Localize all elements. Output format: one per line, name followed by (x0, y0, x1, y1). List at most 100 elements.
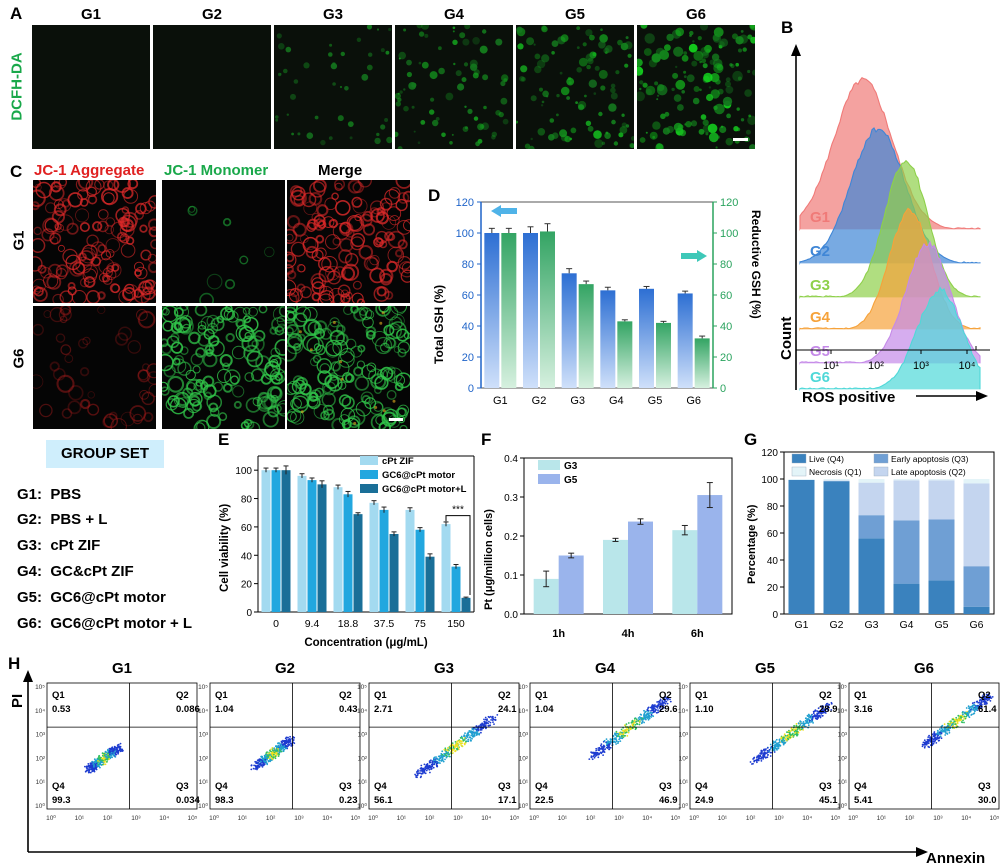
c-cell-ring (306, 395, 319, 408)
a-cell-dot (459, 32, 466, 39)
a-cell-dot (464, 126, 468, 130)
h-xtick-label: 10³ (453, 815, 463, 822)
h-event-dot (483, 718, 485, 721)
c-cell-ring (313, 320, 328, 334)
c-cell-ring (370, 373, 387, 390)
c-cell-ring (357, 344, 366, 353)
a-cell-dot (664, 44, 671, 51)
h-event-dot (425, 767, 427, 770)
a-cell-dot (559, 71, 563, 75)
c-cell-ring (287, 228, 298, 245)
h-event-dot (94, 761, 96, 764)
a-cell-dot (291, 132, 294, 136)
d-bar-g6-left (677, 293, 693, 388)
h-event-dot (100, 760, 103, 763)
a-cell-dot (339, 85, 343, 89)
h-event-dot (932, 738, 935, 741)
h-event-dot (447, 753, 450, 756)
c-overlap-dot (374, 406, 378, 409)
h-event-dot (826, 702, 829, 705)
c-cell-ring (243, 418, 252, 428)
h-event-dot (791, 733, 794, 736)
c-cell-ring (396, 220, 410, 235)
h-event-dot (814, 715, 817, 717)
c-cell-ring (220, 306, 234, 321)
h-xtick-label: 10⁰ (46, 814, 56, 822)
c-cell-ring (393, 306, 407, 313)
h-ytick-label: 10² (519, 755, 529, 762)
h-event-dot (645, 710, 647, 713)
c-cell-ring (121, 187, 134, 200)
a-cell-dot (702, 51, 709, 59)
a-cell-dot (691, 60, 698, 67)
h-event-dot (615, 737, 617, 739)
h-event-dot (816, 710, 819, 712)
h-event-dot (258, 765, 261, 768)
h-event-dot (657, 705, 660, 707)
c-cell-ring (223, 369, 241, 386)
d-ytick-label: 0 (468, 383, 474, 395)
a-cell-dot (472, 72, 479, 79)
c-micrograph-r2-c1 (33, 306, 156, 429)
h-event-dot (287, 743, 289, 746)
c-cell-ring (271, 316, 285, 333)
c-cell-ring (98, 209, 109, 220)
h-event-dot (90, 768, 93, 771)
h-event-dot (760, 753, 763, 755)
h-event-dot (264, 760, 267, 763)
c-cell-ring (351, 292, 364, 303)
a-group-label-1: G1 (80, 6, 101, 23)
e-xtick-label: 37.5 (374, 618, 395, 630)
h-event-dot (982, 693, 985, 696)
c-cell-ring (235, 324, 253, 342)
h-event-dot (117, 752, 119, 755)
h-event-dot (104, 758, 107, 761)
hist-tick-label: 10³ (913, 360, 929, 372)
h-event-dot (271, 754, 274, 757)
c-cell-ring (355, 400, 372, 417)
c-cell-ring (33, 278, 46, 293)
h-event-dot (262, 762, 265, 765)
h-event-dot (119, 748, 122, 750)
h-event-dot (111, 754, 113, 756)
h-event-dot (425, 764, 428, 767)
h-event-dot (496, 714, 499, 716)
a-cell-dot (719, 38, 729, 47)
c-overlap-dot (392, 399, 396, 403)
h-event-dot (817, 717, 819, 719)
h-event-dot (928, 734, 930, 737)
h-event-dot (274, 755, 277, 758)
h-event-dot (929, 736, 932, 738)
h-group-label-g2: G2 (275, 660, 295, 677)
h-event-dot (97, 763, 100, 765)
h-event-dot (591, 758, 594, 761)
h-event-dot (467, 738, 470, 741)
a-cell-dot (452, 26, 456, 30)
h-event-dot (933, 741, 935, 743)
f-ytick-label: 0.2 (504, 532, 518, 543)
h-event-dot (625, 723, 628, 725)
h-event-dot (987, 695, 990, 697)
f-legend-label: G5 (564, 475, 578, 486)
h-event-dot (600, 743, 603, 745)
h-event-dot (113, 750, 116, 753)
a-cell-dot (675, 79, 686, 90)
h-event-dot (455, 745, 457, 748)
h-event-dot (438, 755, 441, 758)
c-overlap-dot (340, 377, 344, 381)
a-cell-dot (656, 98, 659, 101)
h-event-dot (252, 767, 255, 770)
c-cell-ring (329, 317, 340, 328)
h-ytick-label: 10⁵ (518, 684, 528, 691)
h-event-dot (651, 712, 653, 714)
a-cell-dot (637, 58, 643, 67)
a-cell-dot (585, 29, 593, 37)
h-event-dot (279, 749, 282, 752)
e-significance-bracket (445, 515, 471, 595)
a-cell-dot (589, 34, 595, 41)
a-cell-dot (330, 62, 338, 70)
a-cell-dot (285, 46, 292, 53)
h-event-dot (814, 717, 817, 720)
a-cell-dot (725, 85, 734, 94)
h-y-arrowhead (23, 670, 33, 682)
